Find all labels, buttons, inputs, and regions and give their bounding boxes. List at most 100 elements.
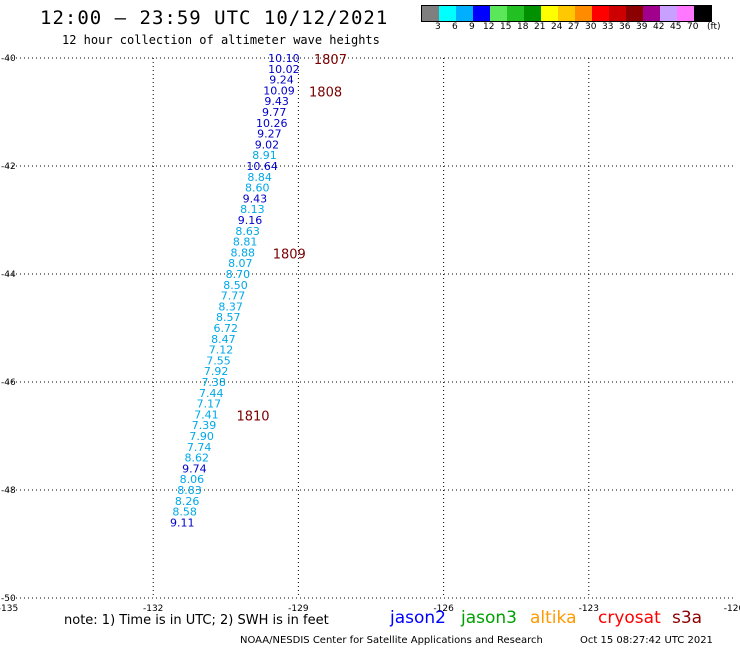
wave-height-value: 7.74 bbox=[187, 441, 212, 454]
x-tick-label: -120 bbox=[724, 604, 740, 614]
color-swatch bbox=[422, 6, 439, 21]
x-tick-label: -135 bbox=[0, 604, 18, 614]
wave-height-value: 8.62 bbox=[185, 452, 210, 465]
wave-height-value: 7.44 bbox=[199, 387, 224, 400]
wave-height-value: 7.39 bbox=[192, 419, 217, 432]
wave-height-value: 8.47 bbox=[211, 333, 236, 346]
color-swatch bbox=[456, 6, 473, 21]
wave-height-value: 9.16 bbox=[238, 214, 263, 227]
wave-height-value: 8.26 bbox=[175, 495, 200, 508]
color-scale-bar bbox=[421, 5, 712, 22]
wave-height-value: 10.09 bbox=[263, 84, 295, 97]
wave-height-value: 10.64 bbox=[246, 160, 278, 173]
wave-height-value: 6.72 bbox=[214, 322, 239, 335]
wave-height-value: 8.88 bbox=[230, 246, 255, 259]
color-scale-label: 24 bbox=[551, 22, 563, 32]
wave-height-value: 8.06 bbox=[180, 473, 205, 486]
color-swatch bbox=[524, 6, 541, 21]
wave-height-value: 7.55 bbox=[206, 354, 231, 367]
color-scale-label: 6 bbox=[452, 22, 458, 32]
wave-height-value: 9.24 bbox=[269, 74, 294, 87]
wave-height-value: 9.74 bbox=[182, 462, 207, 475]
wave-height-value: 9.11 bbox=[170, 516, 195, 529]
satellite-label-jason3: jason3 bbox=[461, 608, 517, 628]
y-tick-label: -44 bbox=[1, 270, 16, 280]
satellite-label-cryosat: cryosat bbox=[598, 608, 661, 628]
wave-height-value: 10.02 bbox=[268, 63, 300, 76]
wave-height-value: 9.43 bbox=[243, 192, 268, 205]
wave-height-value: 8.91 bbox=[252, 149, 277, 162]
color-scale-label: 27 bbox=[568, 22, 580, 32]
color-swatch bbox=[558, 6, 575, 21]
wave-height-value: 10.10 bbox=[268, 52, 300, 65]
wave-height-value: 10.26 bbox=[256, 117, 288, 130]
wave-height-value: 9.77 bbox=[262, 106, 287, 119]
color-scale-label: 33 bbox=[602, 22, 614, 32]
wave-height-value: 8.37 bbox=[218, 300, 243, 313]
wave-height-value: 9.43 bbox=[264, 95, 289, 108]
wave-height-value: 8.58 bbox=[172, 506, 197, 519]
color-scale-label: 21 bbox=[534, 22, 546, 32]
time-marker: 1808 bbox=[309, 85, 342, 100]
color-swatch bbox=[541, 6, 558, 21]
satellite-label-s3a: s3a bbox=[672, 608, 703, 628]
color-scale-label: 70 bbox=[687, 22, 699, 32]
footer-note: note: 1) Time is in UTC; 2) SWH is in fe… bbox=[64, 613, 329, 628]
wave-height-value: 8.81 bbox=[233, 236, 258, 249]
satellite-label-altika: altika bbox=[530, 608, 577, 628]
color-scale-label: 9 bbox=[469, 22, 475, 32]
y-tick-label: -48 bbox=[1, 486, 16, 496]
color-scale-label: 39 bbox=[636, 22, 648, 32]
color-swatch bbox=[507, 6, 524, 21]
wave-height-value: 8.60 bbox=[245, 182, 270, 195]
color-swatch bbox=[660, 6, 677, 21]
color-scale-label: 12 bbox=[483, 22, 495, 32]
color-scale-label: 42 bbox=[653, 22, 665, 32]
color-swatch bbox=[643, 6, 660, 21]
wave-height-value: 9.02 bbox=[255, 138, 280, 151]
wave-height-value: 7.77 bbox=[221, 290, 246, 303]
color-scale-unit: (ft) bbox=[707, 22, 721, 32]
wave-height-value: 7.12 bbox=[209, 344, 234, 357]
wave-height-value: 7.92 bbox=[204, 365, 229, 378]
wave-height-value: 8.07 bbox=[228, 257, 253, 270]
x-tick-label: -126 bbox=[433, 604, 454, 614]
color-scale-label: 30 bbox=[585, 22, 597, 32]
wave-height-value: 8.84 bbox=[247, 171, 272, 184]
color-swatch bbox=[592, 6, 609, 21]
color-scale-label: 36 bbox=[619, 22, 631, 32]
color-scale-label: 45 bbox=[670, 22, 682, 32]
wave-height-value: 8.83 bbox=[177, 484, 202, 497]
wave-height-value: 8.70 bbox=[226, 268, 251, 281]
color-scale-label: 3 bbox=[435, 22, 441, 32]
wave-height-value: 7.17 bbox=[197, 398, 222, 411]
wave-height-value: 8.13 bbox=[240, 203, 265, 216]
x-tick-label: -123 bbox=[579, 604, 599, 614]
y-tick-label: -50 bbox=[1, 594, 16, 604]
color-scale-label: 18 bbox=[517, 22, 529, 32]
x-tick-label: -129 bbox=[288, 604, 309, 614]
color-swatch bbox=[694, 6, 711, 21]
color-swatch bbox=[473, 6, 490, 21]
color-swatch bbox=[626, 6, 643, 21]
time-marker: 1807 bbox=[314, 53, 347, 68]
wave-height-value: 8.63 bbox=[235, 225, 260, 238]
color-swatch bbox=[677, 6, 694, 21]
wave-height-value: 7.41 bbox=[194, 408, 219, 421]
map-subtitle: 12 hour collection of altimeter wave hei… bbox=[62, 33, 380, 47]
wave-height-value: 8.50 bbox=[223, 279, 248, 292]
color-swatch bbox=[490, 6, 507, 21]
y-tick-label: -42 bbox=[1, 162, 16, 172]
color-swatch bbox=[439, 6, 456, 21]
color-scale-label: 15 bbox=[500, 22, 512, 32]
y-tick-label: -40 bbox=[1, 54, 16, 64]
time-marker: 1809 bbox=[273, 247, 306, 262]
wave-height-value: 7.90 bbox=[189, 430, 214, 443]
wave-height-value: 8.57 bbox=[216, 311, 241, 324]
wave-height-value: 9.27 bbox=[257, 128, 282, 141]
generation-timestamp: Oct 15 08:27:42 UTC 2021 bbox=[580, 635, 713, 646]
time-marker: 1810 bbox=[236, 409, 269, 424]
satellite-label-jason2: jason2 bbox=[390, 608, 446, 628]
wave-height-value: 7.38 bbox=[201, 376, 226, 389]
